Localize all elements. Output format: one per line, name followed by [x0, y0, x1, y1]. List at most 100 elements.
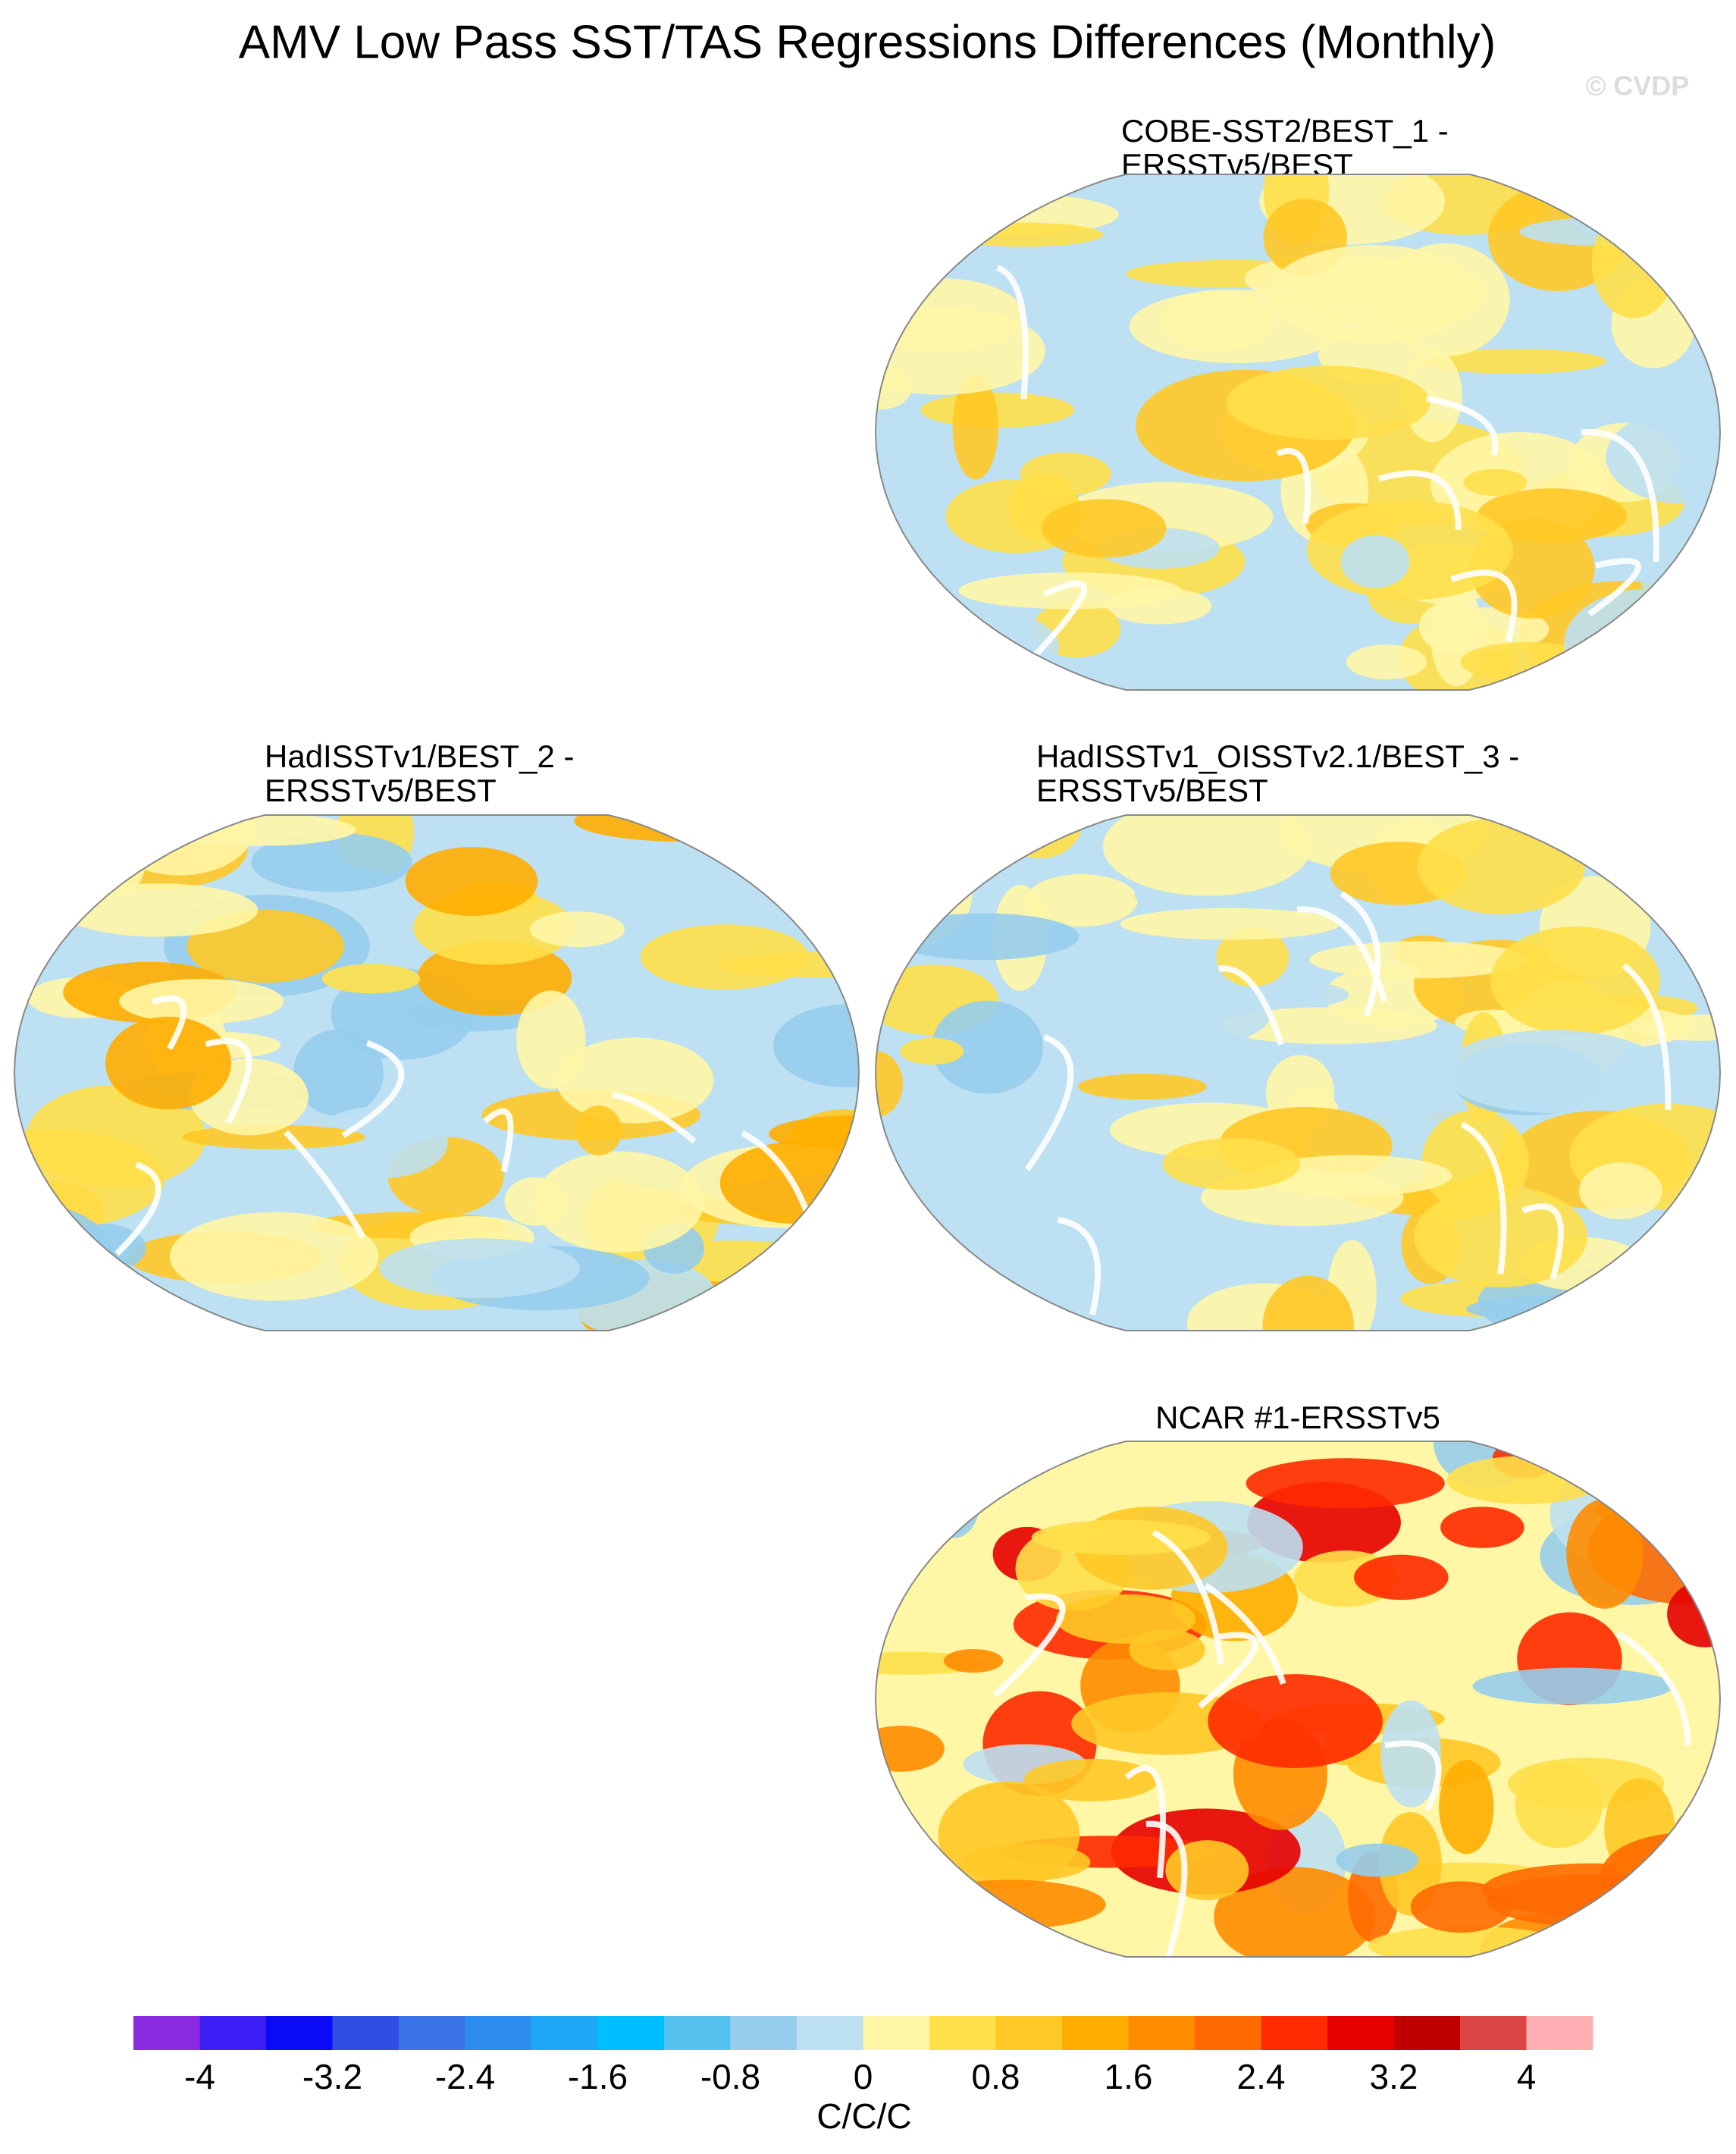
colorbar-tick-label: 4	[1517, 2057, 1537, 2096]
field-blob	[14, 1129, 165, 1229]
coastline	[151, 995, 187, 1051]
panel-title: COBE-SST2/BEST_1 -	[1121, 113, 1449, 149]
panel-title: NCAR #1-ERSSTv5	[1155, 1400, 1440, 1435]
field-blob	[1640, 557, 1720, 603]
field-blob	[876, 1441, 948, 1517]
field-blob	[321, 964, 421, 994]
map-outline	[874, 174, 1722, 691]
field-blob	[876, 230, 936, 255]
field-blob	[876, 1895, 976, 1957]
field-blob	[1246, 982, 1349, 1008]
coastline	[341, 1039, 405, 1139]
colorbar-box	[1128, 2016, 1195, 2050]
field-blob	[938, 1781, 1080, 1889]
colorbar-box	[531, 2016, 598, 2050]
colorbar-tick-label: 0.8	[972, 2057, 1020, 2096]
colorbar-tick-label: -1.6	[568, 2057, 628, 2096]
field-blob	[1042, 499, 1167, 558]
field-blob	[876, 1726, 945, 1772]
field-blob	[1268, 245, 1478, 343]
field-blob	[958, 572, 1182, 610]
field-blob	[1564, 588, 1720, 690]
field-blob	[1226, 365, 1430, 441]
map-field	[14, 815, 859, 1331]
coastline	[612, 1091, 697, 1144]
colorbar-box	[1327, 2016, 1394, 2050]
field-blob	[1336, 1843, 1419, 1877]
field-blob	[310, 1106, 448, 1179]
field-blob	[1380, 1700, 1442, 1808]
colorbar-box	[597, 2016, 665, 2050]
field-blob	[1477, 488, 1627, 543]
coastline	[284, 1130, 366, 1239]
field-blob	[516, 990, 586, 1090]
field-blob	[1591, 209, 1676, 318]
coastline	[1296, 906, 1388, 1002]
field-blob	[1680, 1921, 1720, 1957]
colorbar-tick-label: 3.2	[1370, 2057, 1418, 2096]
field-blob	[1441, 1030, 1665, 1114]
map-outline	[874, 814, 1722, 1331]
coastline	[1145, 1820, 1188, 1957]
field-blob	[574, 815, 801, 842]
colorbar-box	[664, 2016, 731, 2050]
field-blob	[1417, 817, 1585, 914]
panel-title: HadISSTv1/BEST_2 -	[265, 738, 575, 774]
coastline	[1377, 470, 1462, 531]
colorbar-box	[465, 2016, 532, 2050]
colorbar-box	[1062, 2016, 1129, 2050]
field-blob	[556, 1037, 714, 1124]
field-blob	[60, 883, 259, 937]
field-blob	[1208, 1674, 1383, 1768]
coastline	[1024, 1033, 1074, 1171]
field-blob	[876, 307, 1046, 395]
coastline	[483, 1108, 514, 1173]
coastline	[1198, 1632, 1258, 1709]
field-blob	[1004, 815, 1089, 833]
field-blob	[1622, 635, 1720, 690]
field-blob	[1466, 1295, 1672, 1323]
coastline	[1521, 1203, 1565, 1280]
field-blob	[928, 1463, 980, 1538]
colorbar-tick-label: -0.8	[700, 2057, 760, 2096]
field-blob	[1440, 1507, 1524, 1548]
map-field	[876, 174, 1720, 690]
figure-title: AMV Low Pass SST/TAS Regressions Differe…	[239, 16, 1496, 68]
colorbar-box	[863, 2016, 930, 2050]
field-blob	[943, 1648, 1004, 1673]
coastline	[1587, 558, 1641, 617]
colorbar-box	[399, 2016, 465, 2050]
coastline	[1460, 1121, 1507, 1275]
field-blob	[1482, 1863, 1697, 1917]
field-blob	[529, 911, 625, 948]
field-blob	[773, 1004, 859, 1088]
colorbar-tick-label: -3.2	[302, 2057, 362, 2096]
field-blob	[1020, 452, 1111, 496]
field-blob	[1346, 644, 1427, 680]
field-blob	[1306, 500, 1514, 600]
colorbar-box	[929, 2016, 996, 2050]
field-blob	[405, 847, 538, 916]
field-blob	[379, 1238, 581, 1299]
colorbar-box	[133, 2016, 200, 2050]
colorbar-box	[1393, 2016, 1461, 2050]
field-blob	[1519, 216, 1714, 247]
field-blob	[912, 1880, 1106, 1930]
coastline	[1581, 429, 1659, 563]
field-blob	[251, 832, 412, 892]
field-blob	[931, 1000, 1044, 1094]
field-blob	[1165, 1840, 1249, 1901]
field-blob	[157, 815, 356, 846]
coastline	[995, 265, 1029, 400]
colorbar-box	[995, 2016, 1063, 2050]
colorbar-box	[730, 2016, 797, 2050]
field-blob	[1214, 1867, 1376, 1957]
coastline	[1218, 965, 1284, 1046]
field-blob	[1246, 1458, 1445, 1509]
colorbar-tick-label: 0	[854, 2057, 873, 2096]
field-blob	[900, 1037, 964, 1065]
coastline	[1615, 1630, 1691, 1745]
field-blob	[1571, 815, 1625, 864]
field-blob	[119, 979, 284, 1024]
